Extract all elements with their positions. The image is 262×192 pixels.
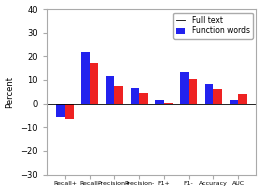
- Bar: [81, 52, 90, 104]
- Bar: [56, 104, 65, 117]
- Bar: [164, 103, 173, 104]
- Bar: [180, 72, 189, 104]
- Bar: [106, 76, 114, 104]
- Bar: [189, 79, 197, 104]
- Bar: [230, 100, 238, 104]
- Bar: [139, 93, 148, 104]
- Bar: [114, 86, 123, 104]
- Y-axis label: Percent: Percent: [6, 76, 15, 108]
- Bar: [130, 88, 139, 104]
- Bar: [205, 84, 214, 104]
- Legend: Full text, Function words: Full text, Function words: [173, 13, 253, 39]
- Bar: [90, 63, 98, 104]
- Bar: [238, 94, 247, 104]
- Bar: [155, 100, 164, 104]
- Bar: [214, 89, 222, 104]
- Bar: [65, 104, 74, 119]
